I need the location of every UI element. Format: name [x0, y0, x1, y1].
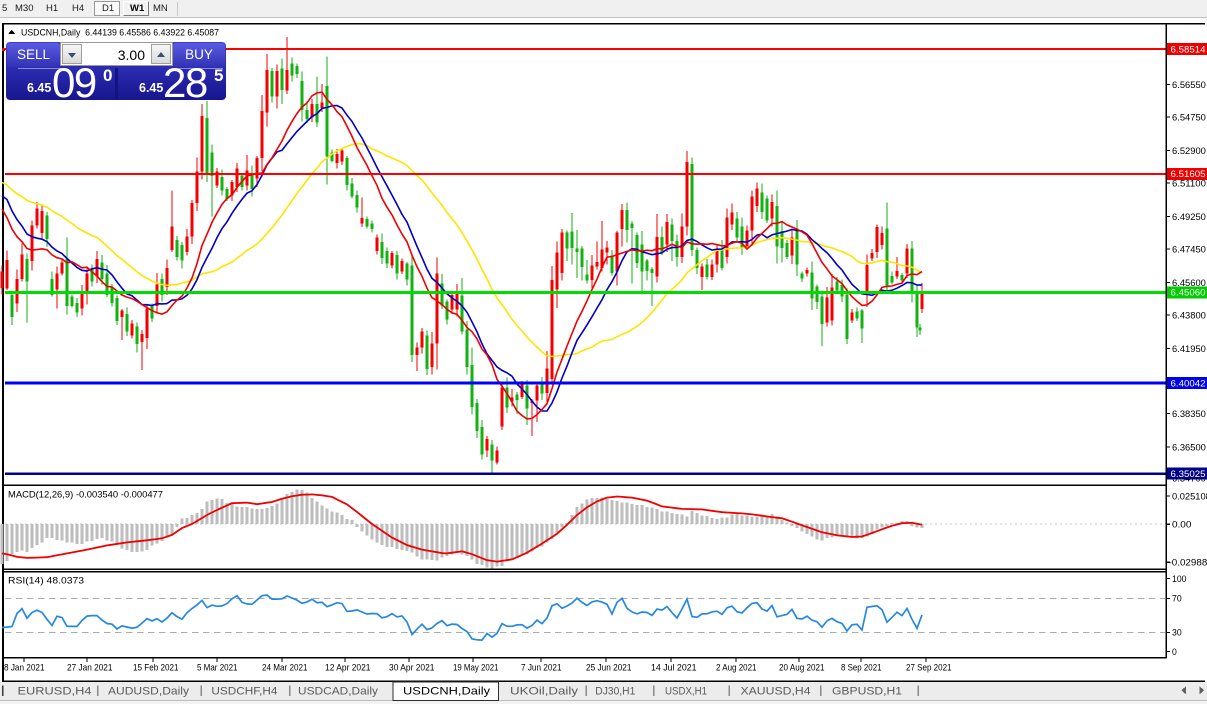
svg-text:7 Jun 2021: 7 Jun 2021 [521, 663, 562, 673]
svg-text:30 Apr 2021: 30 Apr 2021 [389, 663, 435, 673]
svg-text:UKOil,Daily: UKOil,Daily [510, 686, 579, 698]
svg-text:DJ30,H1: DJ30,H1 [595, 686, 635, 698]
svg-text:0: 0 [1172, 647, 1177, 657]
svg-text:6.52900: 6.52900 [1172, 146, 1206, 156]
svg-text:6.36500: 6.36500 [1172, 442, 1206, 452]
svg-text:USDCAD,Daily: USDCAD,Daily [298, 686, 379, 698]
svg-text:15 Feb 2021: 15 Feb 2021 [133, 663, 179, 673]
svg-text:100: 100 [1172, 574, 1187, 584]
svg-text:6.35025: 6.35025 [1171, 469, 1206, 479]
svg-text:24 Mar 2021: 24 Mar 2021 [262, 663, 308, 673]
svg-text:8 Jan 2021: 8 Jan 2021 [4, 663, 45, 673]
svg-text:6.40042: 6.40042 [1171, 378, 1206, 388]
svg-text:2 Aug 2021: 2 Aug 2021 [716, 663, 757, 673]
svg-text:25 Jun 2021: 25 Jun 2021 [586, 663, 632, 673]
svg-text:6.38350: 6.38350 [1172, 409, 1206, 419]
svg-text:70: 70 [1172, 594, 1182, 604]
svg-text:27 Jan 2021: 27 Jan 2021 [67, 663, 113, 673]
svg-text:6.56550: 6.56550 [1172, 80, 1206, 90]
svg-text:6.51605: 6.51605 [1171, 169, 1206, 179]
svg-text:14 Jul 2021: 14 Jul 2021 [651, 663, 697, 673]
svg-text:USDX,H1: USDX,H1 [665, 686, 707, 698]
svg-text:8 Sep 2021: 8 Sep 2021 [841, 663, 882, 673]
svg-text:6.45600: 6.45600 [1172, 278, 1206, 288]
svg-text:6.45060: 6.45060 [1171, 288, 1206, 298]
svg-text:RSI(14) 48.0373: RSI(14) 48.0373 [8, 575, 84, 586]
svg-text:XAUUSD,H4: XAUUSD,H4 [741, 686, 811, 698]
svg-text:20 Aug 2021: 20 Aug 2021 [779, 663, 825, 673]
svg-text:EURUSD,H4: EURUSD,H4 [18, 686, 92, 698]
svg-text:MACD(12,26,9) -0.003540 -0.000: MACD(12,26,9) -0.003540 -0.000477 [8, 489, 163, 500]
svg-text:6.41950: 6.41950 [1172, 344, 1206, 354]
svg-text:6.51100: 6.51100 [1172, 178, 1206, 188]
svg-text:6.54750: 6.54750 [1172, 112, 1206, 122]
svg-text:6.47450: 6.47450 [1172, 244, 1206, 254]
svg-text:6.58514: 6.58514 [1171, 44, 1206, 54]
svg-text:AUDUSD,Daily: AUDUSD,Daily [108, 686, 190, 698]
svg-text:5 Mar 2021: 5 Mar 2021 [197, 663, 238, 673]
svg-text:USDCNH,Daily: USDCNH,Daily [403, 686, 491, 698]
svg-text:12 Apr 2021: 12 Apr 2021 [325, 663, 371, 673]
svg-text:6.49250: 6.49250 [1172, 212, 1206, 222]
svg-text:27 Sep 2021: 27 Sep 2021 [906, 663, 952, 673]
svg-text:USDCHF,H4: USDCHF,H4 [211, 686, 277, 698]
svg-text:0.00: 0.00 [1172, 520, 1191, 530]
svg-text:USDCNH,Daily 6.44139 6.45586: USDCNH,Daily 6.44139 6.45586 6.43922 6.4… [21, 26, 219, 37]
svg-text:-0.02988: -0.02988 [1169, 558, 1207, 568]
svg-text:0.025108: 0.025108 [1172, 491, 1207, 501]
svg-text:6.43800: 6.43800 [1172, 310, 1206, 320]
svg-text:30: 30 [1172, 628, 1182, 638]
svg-text:19 May 2021: 19 May 2021 [453, 663, 499, 673]
svg-text:GBPUSD,H1: GBPUSD,H1 [832, 686, 902, 698]
